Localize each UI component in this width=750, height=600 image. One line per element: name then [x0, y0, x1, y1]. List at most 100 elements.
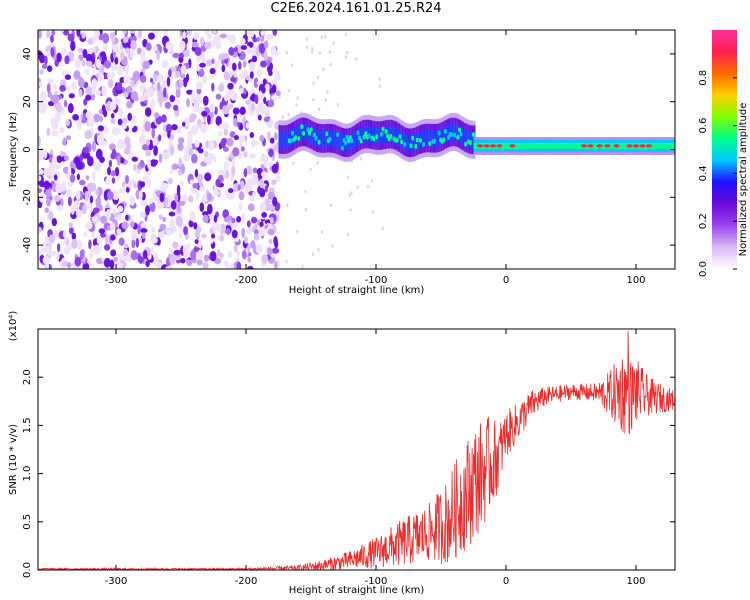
- signal-blob: [356, 130, 360, 136]
- line-peak: [483, 144, 490, 148]
- noise-blob: [113, 256, 118, 262]
- signal-blob: [301, 131, 306, 136]
- noise-blob: [269, 137, 275, 144]
- signal-blob: [350, 138, 354, 144]
- line-core: [578, 142, 580, 149]
- noise-blob: [228, 188, 234, 194]
- noise-blob: [139, 85, 145, 91]
- noise-blob: [55, 251, 60, 261]
- signal-band: [370, 126, 373, 143]
- signal-band: [414, 133, 417, 150]
- noise-blob: [238, 61, 242, 70]
- noise-blob: [106, 208, 111, 220]
- noise-blob: [274, 132, 278, 141]
- noise-blob: [226, 137, 234, 147]
- noise-blob: [261, 155, 269, 161]
- noise-blob: [85, 94, 92, 101]
- signal-blob: [289, 138, 293, 144]
- line-core: [671, 142, 674, 149]
- noise-blob: [194, 139, 200, 148]
- line-core: [526, 142, 529, 149]
- signal-blob: [415, 137, 419, 143]
- noise-blob: [117, 205, 124, 213]
- noise-blob: [212, 30, 217, 34]
- noise-blob: [92, 207, 100, 214]
- noise-blob: [110, 113, 115, 119]
- noise-blob: [108, 159, 113, 168]
- noise-blob: [87, 38, 93, 45]
- line-core: [620, 142, 623, 149]
- noise-blob: [209, 251, 217, 262]
- noise-blob: [346, 50, 349, 55]
- noise-blob: [195, 190, 200, 201]
- signal-band: [451, 124, 454, 140]
- noise-blob: [240, 146, 245, 152]
- noise-blob: [266, 34, 274, 40]
- noise-blob: [199, 180, 203, 187]
- noise-blob: [260, 30, 267, 36]
- noise-blob: [55, 183, 63, 194]
- signal-band: [353, 132, 356, 148]
- y-tick-label: -40: [22, 237, 33, 253]
- noise-blob: [237, 44, 242, 54]
- noise-blob: [260, 35, 265, 43]
- noise-blob: [219, 33, 227, 39]
- noise-blob: [158, 134, 162, 142]
- noise-blob: [238, 202, 243, 211]
- line-core: [663, 142, 666, 149]
- noise-blob: [94, 30, 101, 37]
- noise-blob: [96, 235, 102, 245]
- noise-blob: [166, 76, 171, 87]
- colorbar: 0.0 0.2 0.4 0.6 0.8 Normalized spectral ampl…: [698, 30, 749, 277]
- noise-blob: [329, 203, 333, 208]
- noise-blob: [125, 175, 129, 184]
- line-core: [673, 142, 675, 149]
- noise-blob: [147, 177, 151, 188]
- signal-band: [322, 130, 325, 147]
- noise-blob: [204, 42, 212, 50]
- signal-blob: [398, 134, 402, 140]
- noise-blob: [116, 214, 123, 222]
- noise-blob: [346, 232, 350, 237]
- line-core: [543, 142, 546, 149]
- noise-blob: [139, 181, 146, 188]
- noise-blob: [250, 240, 256, 249]
- signal-band: [393, 127, 396, 143]
- noise-blob: [109, 143, 116, 151]
- signal-blob: [364, 131, 368, 137]
- noise-blob: [54, 163, 61, 170]
- noise-blob: [141, 144, 150, 151]
- line-peak: [509, 144, 516, 148]
- noise-blob: [71, 232, 77, 240]
- noise-blob: [62, 230, 67, 238]
- noise-blob: [38, 226, 42, 233]
- noise-blob: [196, 226, 202, 234]
- noise-blob: [259, 226, 265, 237]
- noise-blob: [193, 222, 198, 230]
- noise-blob: [328, 50, 331, 55]
- spectrogram-noise-region: [38, 30, 384, 269]
- noise-blob: [157, 231, 165, 239]
- noise-blob: [167, 130, 171, 139]
- noise-blob: [61, 71, 68, 77]
- noise-blob: [88, 239, 92, 250]
- x-tick-label: -100: [365, 576, 388, 587]
- noise-blob: [63, 99, 68, 108]
- line-peak: [596, 144, 603, 148]
- noise-blob: [207, 152, 215, 161]
- noise-blob: [169, 145, 175, 156]
- noise-blob: [153, 112, 160, 119]
- noise-blob: [98, 109, 103, 115]
- noise-blob: [287, 88, 291, 93]
- noise-blob: [43, 168, 51, 176]
- noise-blob: [186, 89, 194, 95]
- noise-blob: [247, 102, 251, 113]
- line-core: [612, 142, 615, 149]
- noise-blob: [274, 261, 278, 269]
- noise-blob: [42, 256, 51, 265]
- noise-blob: [267, 204, 276, 211]
- noise-blob: [218, 53, 225, 61]
- signal-band: [401, 132, 404, 148]
- noise-blob: [150, 77, 154, 83]
